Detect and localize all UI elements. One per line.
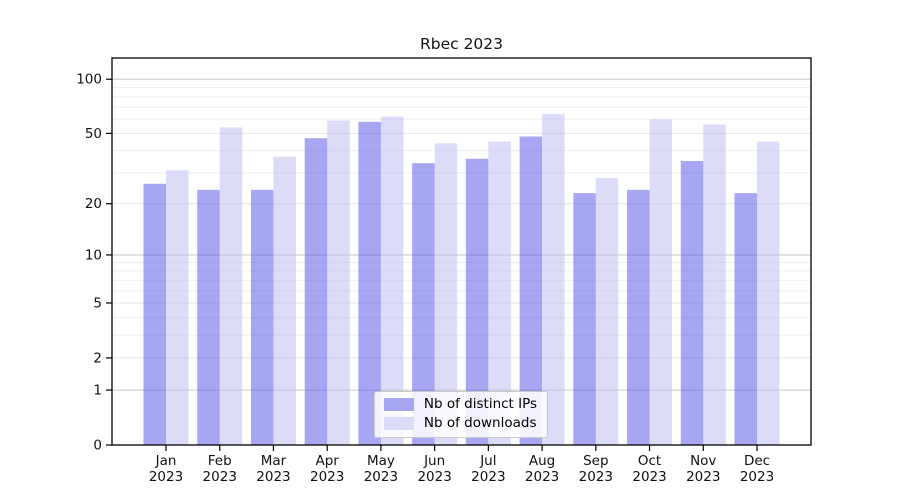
x-tick-label: Apr 2023 <box>310 453 344 485</box>
y-tick-label: 10 <box>85 247 102 263</box>
y-tick-label: 2 <box>93 350 102 366</box>
bar-distinct-ips <box>465 158 489 445</box>
bar-distinct-ips <box>358 121 381 445</box>
bar-distinct-ips <box>143 183 166 446</box>
bar-downloads <box>380 116 404 445</box>
bar-distinct-ips <box>627 189 650 445</box>
bar-distinct-ips <box>734 193 757 445</box>
y-tick-label: 1 <box>93 383 102 399</box>
x-tick-label: Aug 2023 <box>525 453 559 485</box>
bar-downloads <box>595 178 619 445</box>
bar-downloads <box>327 120 350 446</box>
x-tick-label: Jun 2023 <box>417 453 451 485</box>
y-tick-label: 5 <box>93 295 102 311</box>
y-tick-label: 50 <box>85 126 102 142</box>
x-tick-label: Mar 2023 <box>256 453 290 485</box>
x-tick-label: Sep 2023 <box>579 453 613 485</box>
bar-distinct-ips <box>519 136 543 445</box>
x-tick-label: Jan 2023 <box>149 453 183 485</box>
x-tick-label: Feb 2023 <box>203 453 237 485</box>
x-tick-label: Jul 2023 <box>471 453 505 485</box>
x-tick-label: Nov 2023 <box>686 453 720 485</box>
bar-distinct-ips <box>197 189 220 445</box>
legend-label-distinct-ips: Nb of distinct IPs <box>423 396 538 412</box>
bar-downloads <box>488 141 511 445</box>
bar-downloads <box>219 127 243 446</box>
x-tick-label: May 2023 <box>364 453 398 485</box>
bar-downloads <box>757 141 780 445</box>
bar-downloads <box>434 143 458 445</box>
x-tick-label: Oct 2023 <box>632 453 666 485</box>
axis-frame <box>111 57 812 446</box>
legend-entry-distinct-ips: Nb of distinct IPs <box>383 396 538 412</box>
bar-distinct-ips <box>250 189 274 445</box>
bar-distinct-ips <box>304 138 328 445</box>
bar-downloads <box>166 170 189 446</box>
legend-swatch-downloads <box>383 417 414 430</box>
legend-label-downloads: Nb of downloads <box>423 415 537 431</box>
y-tick-label: 0 <box>93 438 102 454</box>
bar-downloads <box>703 124 726 445</box>
y-tick-label: 100 <box>76 72 102 88</box>
bar-distinct-ips <box>573 193 596 445</box>
bar-distinct-ips <box>412 163 435 445</box>
legend-entry-downloads: Nb of downloads <box>383 415 537 431</box>
y-tick-label: 20 <box>85 196 102 212</box>
bar-distinct-ips <box>680 160 704 445</box>
chart-title: Rbec 2023 <box>419 35 504 53</box>
legend: Nb of distinct IPs Nb of downloads <box>373 391 549 438</box>
bar-downloads <box>273 156 296 445</box>
legend-swatch-distinct-ips <box>383 398 414 411</box>
bar-downloads <box>542 114 565 445</box>
x-tick-label: Dec 2023 <box>740 453 774 485</box>
bar-downloads <box>649 119 673 445</box>
